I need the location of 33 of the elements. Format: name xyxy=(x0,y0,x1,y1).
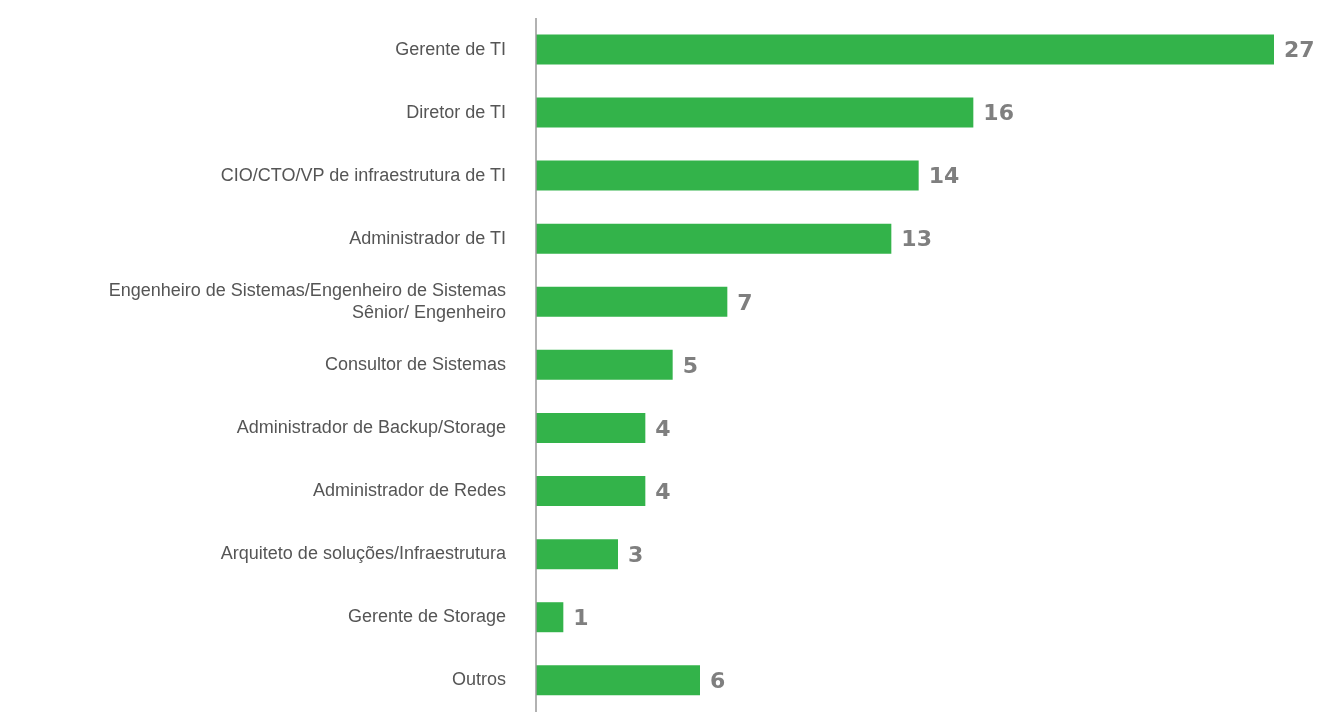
bar xyxy=(536,412,646,443)
y-tick-label: CIO/CTO/VP de infraestrutura de TI xyxy=(220,164,506,185)
bar xyxy=(536,223,892,254)
bar xyxy=(536,286,728,317)
data-label: 14 xyxy=(928,163,960,189)
data-label: 7 xyxy=(737,289,753,315)
bar xyxy=(536,665,700,696)
bar xyxy=(536,349,673,380)
data-label: 16 xyxy=(983,100,1014,126)
data-label: 13 xyxy=(901,226,932,252)
data-label: 1 xyxy=(573,605,589,631)
bar xyxy=(536,602,564,633)
data-label: 4 xyxy=(655,415,671,441)
y-tick-label: Gerente de TI xyxy=(395,38,506,59)
y-tick-label: Diretor de TI xyxy=(406,101,506,122)
y-tick-label: Engenheiro de Sistemas/Engenheiro de Sistemas Sênior/ Engenheiro xyxy=(108,279,506,322)
data-label: 4 xyxy=(655,478,671,504)
y-tick-label: Administrador de Redes xyxy=(312,479,506,500)
y-tick-label: Administrador de Backup/Storage xyxy=(236,416,506,437)
data-label: 5 xyxy=(682,352,698,378)
y-tick-label: Outros xyxy=(451,669,506,690)
bar xyxy=(536,160,919,191)
y-tick-label: Consultor de Sistemas xyxy=(324,353,506,374)
y-tick-label: Administrador de TI xyxy=(349,227,506,248)
bar xyxy=(536,34,1274,65)
data-label: 27 xyxy=(1284,37,1315,63)
bar xyxy=(536,539,618,570)
data-label: 3 xyxy=(628,541,644,567)
bar xyxy=(536,476,646,507)
data-label: 6 xyxy=(710,668,726,694)
y-tick-label: Gerente de Storage xyxy=(347,606,506,627)
bar xyxy=(536,97,974,128)
y-tick-label: Arquiteto de soluções/Infraestrutura xyxy=(220,543,507,564)
